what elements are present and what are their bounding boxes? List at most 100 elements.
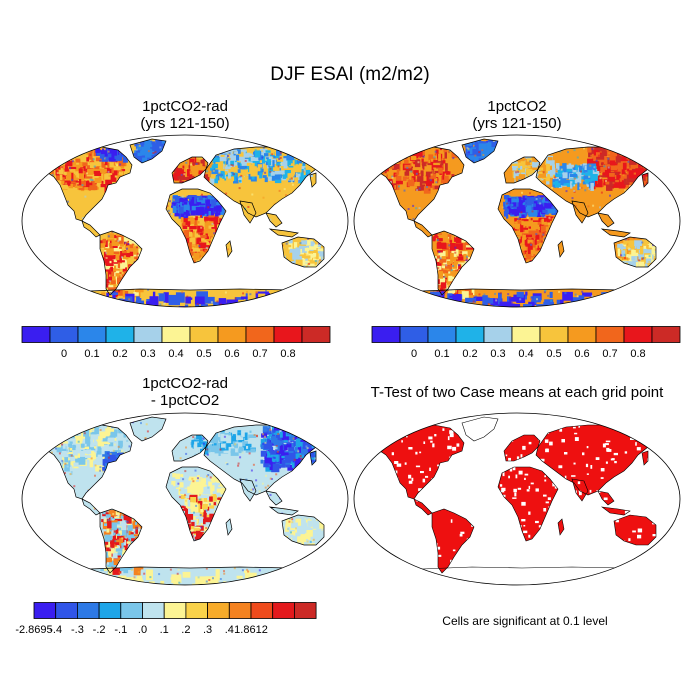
significance-note: Cells are significant at 0.1 level [442, 614, 608, 628]
coastline-north-america [371, 424, 465, 500]
colorbar-box [185, 602, 208, 619]
map-panel-difference [21, 412, 349, 586]
coastline-india [571, 200, 589, 224]
colorbar-1pctco2: 0 0.1 0.2 0.3 0.4 0.5 0.6 0.7 0.8 [371, 326, 681, 360]
coastline-greenland [461, 416, 499, 442]
coastlines [371, 416, 671, 585]
panel-2-title-line1: 1pctCO2 [487, 98, 547, 115]
panel-4-title-line1: T-Test of two Case means at each grid po… [370, 384, 664, 401]
colorbar-box [427, 326, 457, 343]
coastline-africa [165, 466, 227, 542]
coastline-madagascar [225, 240, 233, 258]
colorbar-box [55, 602, 78, 619]
colorbar-box [293, 602, 317, 619]
colorbar-tick-label: 0.7 [252, 348, 267, 360]
colorbar-tick-label: 1.8612 [234, 624, 268, 636]
colorbar-box [21, 326, 51, 343]
colorbar-1pctco2-rad: 0 0.1 0.2 0.3 0.4 0.5 0.6 0.7 0.8 [21, 326, 331, 360]
significant-cells [372, 425, 670, 573]
coastline-new-zealand [333, 260, 339, 274]
coastline-greenland [461, 138, 499, 164]
coastline-india [571, 478, 589, 502]
panel-3-title-line1: 1pctCO2-rad [142, 375, 228, 392]
colorbar-tick-label: 0.1 [434, 348, 449, 360]
coastline-central-america [413, 220, 433, 238]
map-border [21, 134, 349, 308]
colorbar-box [77, 602, 100, 619]
colorbar-tick-label: 0.5 [196, 348, 211, 360]
coastline-se-asia [265, 212, 283, 228]
coastline-indonesia [600, 506, 631, 516]
colorbar-box [189, 326, 219, 343]
coastline-madagascar [557, 518, 565, 536]
colorbar-tick-label: 0 [61, 348, 67, 360]
colorbar-tick-label: 0.8 [630, 348, 645, 360]
colorbar-tick-label: .0 [138, 624, 147, 636]
colorbar-box [455, 326, 485, 343]
coastline-australia [281, 236, 325, 268]
colorbar-box [120, 602, 143, 619]
colorbar-box [217, 326, 247, 343]
colorbar-tick-label: .1 [160, 624, 169, 636]
coastline-new-zealand [665, 260, 671, 274]
colorbar-box [511, 326, 541, 343]
map-panel-1pctco2-rad [21, 134, 349, 308]
colorbar-tick-label: 0.4 [518, 348, 533, 360]
colorbar-tick-label: 0.2 [112, 348, 127, 360]
panel-4-title: T-Test of two Case means at each grid po… [352, 384, 682, 401]
coastline-indonesia [600, 228, 631, 238]
colorbar-box [272, 602, 295, 619]
colorbar-tick-label: 0.7 [602, 348, 617, 360]
coastline-south-america [431, 508, 475, 574]
colorbar-box [539, 326, 569, 343]
map-panel-ttest [353, 412, 681, 586]
coastline-australia [613, 514, 657, 546]
figure-title: DJF ESAI (m2/m2) [270, 64, 430, 85]
colorbar-tick-label: 0.3 [490, 348, 505, 360]
map-border [21, 412, 349, 586]
coastline-indonesia [268, 228, 299, 238]
coastline-india [239, 200, 257, 224]
panel-3-title: 1pctCO2-rad - 1pctCO2 [20, 375, 350, 409]
panel-2-title-line2: (yrs 121-150) [472, 115, 562, 132]
colorbar-box [651, 326, 681, 343]
colorbar-box [161, 326, 191, 343]
coastline-se-asia [265, 490, 283, 506]
coastline-japan [641, 172, 649, 188]
colorbar-tick-label: 0.5 [546, 348, 561, 360]
colorbar-box [273, 326, 303, 343]
colorbar-box [133, 326, 163, 343]
colorbar-box [77, 326, 107, 343]
colorbar-tick-label: -2.8695 [15, 624, 52, 636]
coastline-new-zealand [665, 538, 671, 552]
colorbar-box [483, 326, 513, 343]
colorbar-tick-label: 0.2 [462, 348, 477, 360]
colorbar-tick-label: 0 [411, 348, 417, 360]
colorbar-box [371, 326, 401, 343]
colorbar-tick-label: 0.3 [140, 348, 155, 360]
colorbar-tick-label: -.4 [49, 624, 62, 636]
coastline-north-america [371, 146, 465, 222]
panel-2-title: 1pctCO2 (yrs 121-150) [352, 98, 682, 132]
panel-3-title-line2: - 1pctCO2 [150, 392, 220, 409]
coastline-south-america [99, 230, 143, 296]
colorbar-tick-label: 0.4 [168, 348, 183, 360]
colorbar-tick-label: -.2 [93, 624, 106, 636]
coastline-africa [165, 188, 227, 264]
colorbar-box [567, 326, 597, 343]
panel-1-title-line2: (yrs 121-150) [140, 115, 230, 132]
map-panel-1pctco2 [353, 134, 681, 308]
coastline-north-america [39, 146, 133, 222]
colorbar-tick-label: 0.8 [280, 348, 295, 360]
colorbar-tick-label: .4 [225, 624, 234, 636]
coastline-australia [281, 514, 325, 546]
coastline-north-america [39, 424, 133, 500]
coastline-africa [497, 188, 559, 264]
coastline-central-america [81, 220, 101, 238]
coastline-japan [309, 172, 317, 188]
coastline-japan [309, 450, 317, 466]
colorbar-box [399, 326, 429, 343]
coastline-indonesia [268, 506, 299, 516]
colorbar-box [250, 602, 274, 619]
colorbar-tick-label: 0.1 [84, 348, 99, 360]
